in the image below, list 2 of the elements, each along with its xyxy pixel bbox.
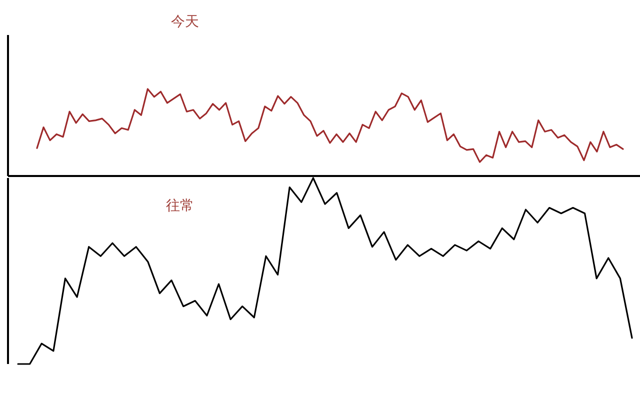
chart-title: 今天 (171, 14, 199, 30)
text: 往常 (166, 198, 194, 214)
